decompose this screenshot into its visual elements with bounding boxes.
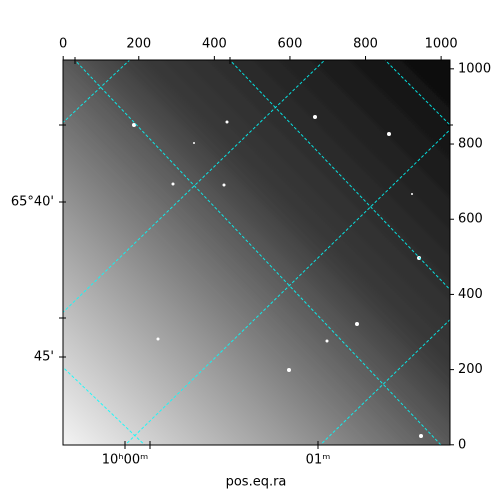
dec-label: 45' xyxy=(34,350,54,365)
y-tick-label: 400 xyxy=(458,287,483,302)
x-tick-label: 1000 xyxy=(425,37,458,52)
y-tick-label: 600 xyxy=(458,212,483,227)
y-tick-label: 0 xyxy=(458,437,466,452)
y-tick-label: 200 xyxy=(458,362,483,377)
x-tick-label: 0 xyxy=(59,37,67,52)
x-tick-label: 800 xyxy=(353,37,378,52)
coordinate-grid xyxy=(63,60,450,445)
stars xyxy=(132,115,423,438)
x-tick-label: 600 xyxy=(278,37,303,52)
y-tick-label: 1000 xyxy=(458,61,491,76)
y-tick-label: 800 xyxy=(458,137,483,152)
dec-label: 65°40' xyxy=(11,195,54,210)
x-tick-label: 400 xyxy=(202,37,227,52)
image xyxy=(63,60,450,445)
x-axis-label: pos.eq.ra xyxy=(226,475,287,490)
ra-label: 01ᵐ xyxy=(306,453,331,468)
wcs-ticks xyxy=(59,57,453,449)
frame xyxy=(62,59,451,446)
ra-label: 10ʰ00ᵐ xyxy=(102,453,148,468)
x-tick-label: 200 xyxy=(126,37,151,52)
